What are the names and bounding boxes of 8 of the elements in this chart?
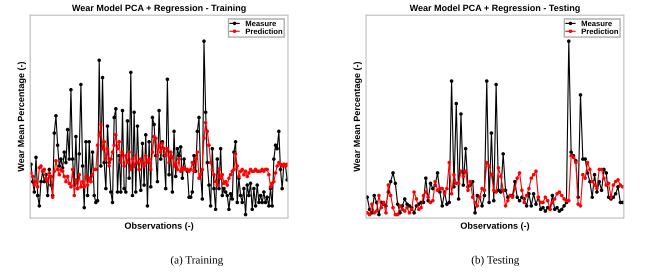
chart-title: Wear Model PCA + Regression - Training — [72, 4, 246, 13]
x-axis-title: Observations (-) — [460, 222, 530, 231]
y-axis-title: Wear Mean Percentage (-) — [353, 62, 362, 172]
chart-title: Wear Model PCA + Regression - Testing — [410, 4, 580, 13]
y-axis-title: Wear Mean Percentage (-) — [18, 62, 26, 172]
x-axis-title: Observations (-) — [124, 222, 194, 231]
text: (a) Training — [170, 256, 223, 266]
text: (b) Testing — [472, 256, 520, 266]
